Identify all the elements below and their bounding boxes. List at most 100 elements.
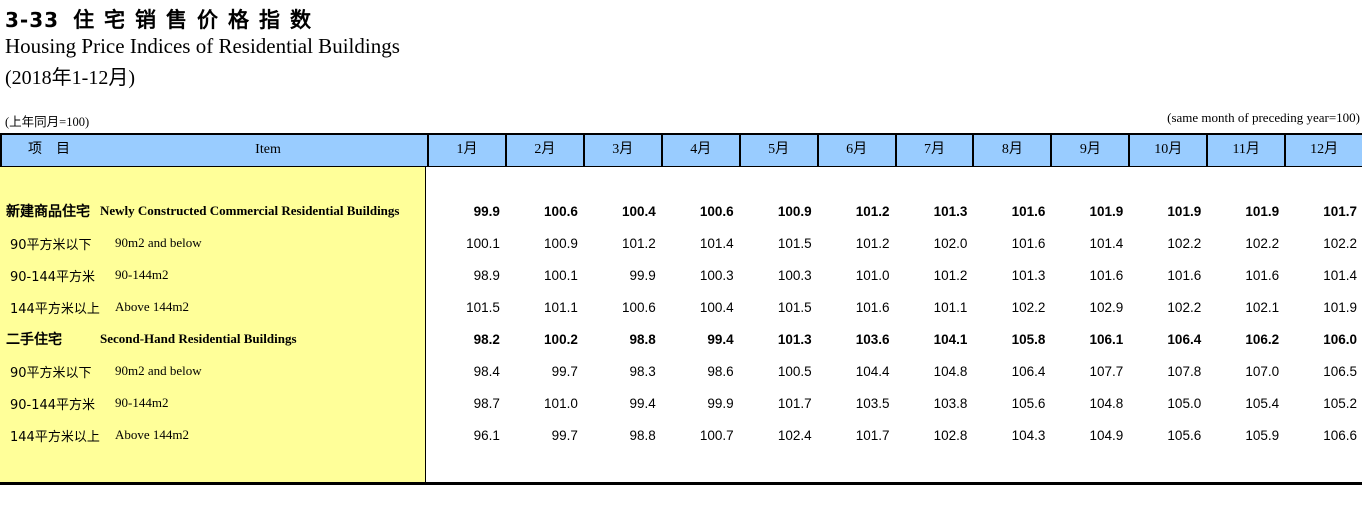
value-cell: 103.8 (933, 395, 968, 411)
row-label: 新建商品住宅 Newly Constructed Commercial Resid… (0, 201, 427, 221)
row-label-cn: 二手住宅 (6, 332, 62, 348)
value-cell: 106.2 (1245, 331, 1280, 347)
value-cell: 106.6 (1323, 427, 1358, 443)
value-cell: 101.7 (855, 427, 890, 443)
value-cell: 105.4 (1245, 395, 1280, 411)
data-table: 项 目 Item 1月 2月 3月 4月 5月 6月 7月 8月 9月 10月 11月 12月 新建商… (0, 133, 1362, 485)
value-cell: 99.9 (629, 267, 656, 283)
value-cell: 99.7 (551, 363, 578, 379)
table-row: 新建商品住宅 Newly Constructed Commercial Resid… (0, 195, 1362, 227)
value-cell: 100.4 (699, 299, 734, 315)
value-cell: 101.2 (855, 235, 890, 251)
value-cell: 102.2 (1167, 235, 1202, 251)
row-label-cn: 新建商品住宅 (6, 204, 90, 220)
value-cell: 101.6 (1089, 267, 1124, 283)
value-cell: 101.4 (1323, 267, 1358, 283)
table-body: 新建商品住宅 Newly Constructed Commercial Resid… (0, 167, 1362, 482)
month-header-cell: 5月 (738, 135, 817, 166)
table-row: 90-144平方米 90-144m2 98.7 101.0 99.4 99.9 101.7 1… (0, 387, 1362, 419)
value-cell: 99.4 (629, 395, 656, 411)
value-cell: 101.1 (544, 299, 578, 315)
row-label-en: Newly Constructed Commercial Residential… (100, 203, 400, 218)
value-cell: 100.6 (544, 203, 578, 219)
row-label: 二手住宅 Second-Hand Residential Buildings (0, 329, 427, 349)
table-row: 90平方米以下 90m2 and below 98.4 99.7 98.3 98.6 100… (0, 355, 1362, 387)
value-cell: 101.0 (544, 395, 578, 411)
value-cell: 101.7 (1323, 203, 1358, 219)
page-title-cn: 3-33 住宅销售价格指数 (5, 4, 321, 34)
value-cell: 101.9 (1323, 299, 1358, 315)
value-cell: 104.3 (1011, 427, 1046, 443)
value-cell: 100.3 (699, 267, 734, 283)
month-header-cell: 10月 (1128, 135, 1206, 166)
header-item-cell: 项 目 Item (0, 135, 427, 166)
value-cell: 99.7 (551, 427, 578, 443)
value-cell: 104.4 (855, 363, 890, 379)
value-cell: 101.4 (1089, 235, 1124, 251)
value-cell: 100.6 (621, 299, 656, 315)
value-cell: 105.6 (1011, 395, 1046, 411)
value-cell: 101.3 (1011, 267, 1046, 283)
value-cell: 104.9 (1089, 427, 1124, 443)
row-label: 90平方米以下 90m2 and below (0, 234, 427, 253)
table-row: 二手住宅 Second-Hand Residential Buildings 98.… (0, 323, 1362, 355)
value-cell: 101.9 (1245, 203, 1280, 219)
row-label-cn: 144平方米以上 (10, 429, 100, 445)
month-header-cell: 2月 (504, 135, 583, 166)
value-cell: 105.8 (1011, 331, 1046, 347)
row-label-cn: 90-144平方米 (10, 397, 96, 413)
value-cell: 106.1 (1089, 331, 1124, 347)
row-label-cn: 90平方米以下 (10, 365, 92, 381)
value-cell: 100.7 (699, 427, 734, 443)
value-cell: 107.0 (1245, 363, 1280, 379)
row-label-en: 90m2 and below (115, 363, 202, 378)
value-cell: 99.9 (707, 395, 734, 411)
row-label-cn: 90-144平方米 (10, 269, 96, 285)
month-header-cell: 12月 (1284, 135, 1362, 166)
value-cell: 102.2 (1245, 235, 1280, 251)
row-label: 144平方米以上 Above 144m2 (0, 426, 427, 445)
month-header-cell: 4月 (660, 135, 739, 166)
value-cell: 102.8 (933, 427, 968, 443)
table-row: 144平方米以上 Above 144m2 96.1 99.7 98.8 100.7 102.… (0, 419, 1362, 451)
value-cell: 98.2 (473, 331, 500, 347)
value-cell: 101.5 (466, 299, 500, 315)
table-row: 144平方米以上 Above 144m2 101.5 101.1 100.6 100.4 1… (0, 291, 1362, 323)
value-cell: 101.2 (855, 203, 890, 219)
row-label-en: 90-144m2 (115, 267, 169, 282)
value-cell: 100.1 (544, 267, 578, 283)
month-header-cell: 8月 (972, 135, 1050, 166)
page-title-cn-text: 住宅销售价格指数 (73, 8, 322, 32)
value-cell: 100.5 (777, 363, 812, 379)
value-cell: 101.6 (855, 299, 890, 315)
value-cell: 105.2 (1323, 395, 1358, 411)
value-cell: 105.9 (1245, 427, 1280, 443)
page-title-en: Housing Price Indices of Residential Bui… (5, 34, 400, 58)
value-cell: 105.6 (1167, 427, 1202, 443)
value-cell: 102.2 (1011, 299, 1046, 315)
value-cell: 100.1 (466, 235, 500, 251)
table-row: 90-144平方米 90-144m2 98.9 100.1 99.9 100.3 100.3… (0, 259, 1362, 291)
value-cell: 101.7 (777, 395, 812, 411)
month-header-cell: 7月 (894, 135, 973, 166)
value-cell: 101.6 (1245, 267, 1280, 283)
row-label-cn: 144平方米以上 (10, 301, 100, 317)
value-cell: 103.6 (855, 331, 890, 347)
month-header-cell: 3月 (582, 135, 661, 166)
row-label: 90-144平方米 90-144m2 (0, 266, 427, 285)
value-cell: 96.1 (473, 427, 500, 443)
value-cell: 104.1 (933, 331, 968, 347)
header-item-cn: 项 目 (28, 142, 70, 157)
value-cell: 100.4 (621, 203, 656, 219)
value-cell: 100.3 (777, 267, 812, 283)
row-label-en: Second-Hand Residential Buildings (100, 331, 297, 346)
table-number: 3-33 (5, 8, 60, 32)
value-cell: 107.8 (1167, 363, 1202, 379)
value-cell: 102.1 (1245, 299, 1280, 315)
value-cell: 100.6 (699, 203, 734, 219)
value-cell: 98.9 (473, 267, 500, 283)
value-cell: 99.9 (473, 203, 500, 219)
value-cell: 98.4 (473, 363, 500, 379)
value-cell: 102.0 (933, 235, 968, 251)
